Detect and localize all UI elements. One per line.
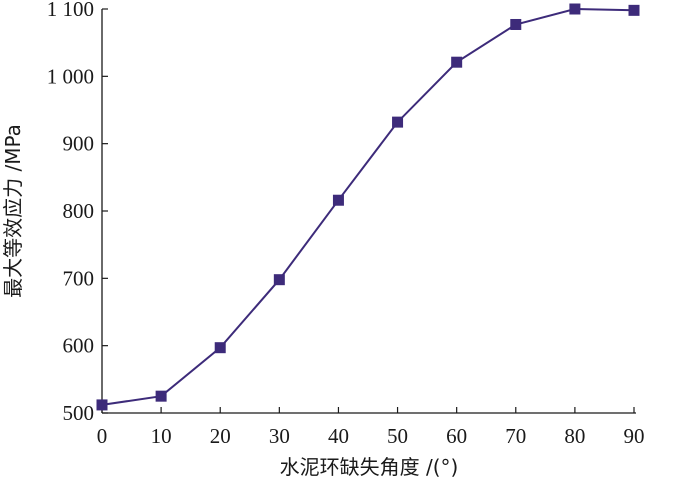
- y-tick-label: 1 000: [47, 64, 94, 88]
- x-axis-ticks: 0 10 20 30 40 50 60 70 80 90: [97, 407, 645, 448]
- series-line: [101, 7, 635, 406]
- x-tick-label: 50: [387, 424, 408, 448]
- data-point-marker: [451, 56, 463, 68]
- x-tick-label: 40: [328, 424, 349, 448]
- x-axis-title: 水泥环缺失角度 /(°): [280, 455, 459, 479]
- data-point-marker: [155, 390, 167, 402]
- x-tick-label: 10: [151, 424, 172, 448]
- x-tick-label: 30: [269, 424, 290, 448]
- x-tick-label: 80: [564, 424, 585, 448]
- data-point-marker: [510, 18, 522, 30]
- y-tick-label: 500: [63, 401, 95, 425]
- data-point-marker: [628, 4, 640, 16]
- x-tick-label: 60: [446, 424, 467, 448]
- y-tick-label: 600: [63, 334, 95, 358]
- series-layer: [96, 3, 640, 411]
- y-axis-title: 最大等效应力 /MPa: [1, 124, 25, 298]
- y-tick-label: 900: [63, 132, 95, 156]
- data-point-marker: [214, 342, 226, 354]
- data-point-marker: [392, 116, 404, 128]
- data-point-marker: [332, 194, 344, 206]
- x-tick-label: 90: [624, 424, 645, 448]
- data-point-marker: [569, 3, 581, 15]
- data-point-marker: [273, 274, 285, 286]
- x-tick-label: 0: [97, 424, 108, 448]
- y-tick-label: 1 100: [47, 0, 94, 21]
- y-tick-label: 700: [63, 266, 95, 290]
- data-point-marker: [96, 399, 108, 411]
- x-tick-label: 70: [505, 424, 526, 448]
- y-tick-label: 800: [63, 199, 95, 223]
- x-tick-label: 20: [210, 424, 231, 448]
- y-axis-ticks: 500 600 700 800 900 1 000 1 100: [47, 0, 108, 425]
